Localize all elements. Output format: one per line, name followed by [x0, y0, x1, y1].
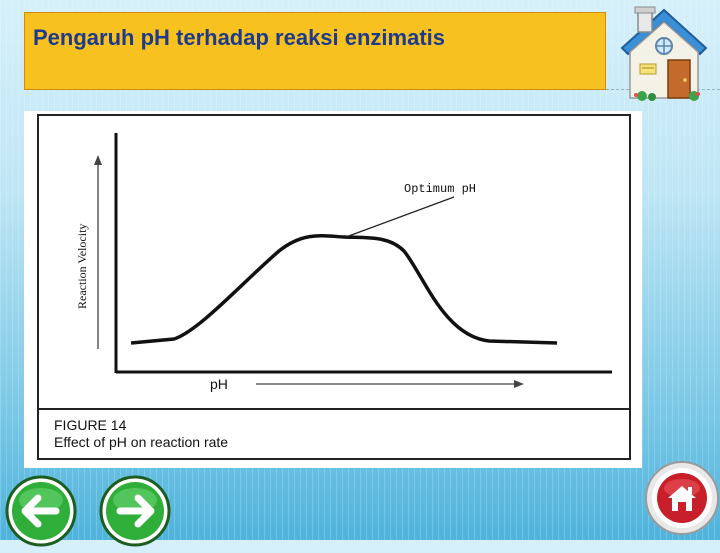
- slide-title: Pengaruh pH terhadap reaksi enzimatis: [33, 25, 446, 50]
- next-button[interactable]: [98, 474, 172, 548]
- arrow-left-icon: [5, 475, 77, 547]
- home-button[interactable]: [640, 456, 720, 536]
- x-axis-label: pH: [210, 376, 228, 392]
- home-icon: [645, 461, 719, 535]
- figure-caption-number: FIGURE 14: [54, 417, 127, 433]
- annotation-line: [345, 196, 455, 238]
- y-axis-label: Reaction Velocity: [75, 224, 89, 309]
- figure-card: Optimum pH Reaction Velocity pH FIGURE 1…: [24, 111, 642, 468]
- arrow-right-icon: [99, 475, 171, 547]
- title-box: Pengaruh pH terhadap reaksi enzimatis: [24, 12, 606, 90]
- previous-button[interactable]: [4, 474, 78, 548]
- reaction-curve: [130, 233, 558, 345]
- figure-caption-text: Effect of pH on reaction rate: [54, 434, 228, 450]
- house-icon[interactable]: [612, 2, 716, 104]
- annotation-label: Optimum pH: [404, 182, 476, 196]
- figure-graph: Optimum pH Reaction Velocity pH FIGURE 1…: [37, 114, 631, 460]
